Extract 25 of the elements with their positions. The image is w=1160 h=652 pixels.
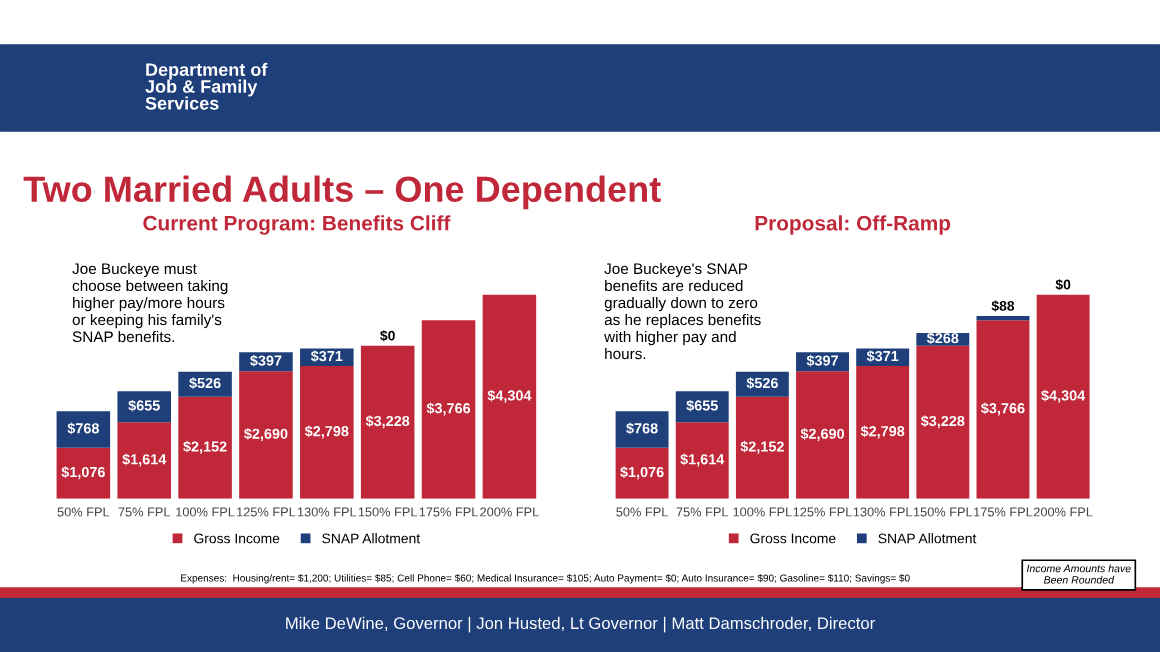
- bar: [178, 396, 232, 499]
- bar: [856, 366, 910, 499]
- bar: [117, 422, 171, 499]
- text: Two Married Adults – One Dependent: [23, 175, 661, 210]
- bar: [976, 320, 1030, 499]
- bar: [735, 396, 789, 499]
- bar: [300, 366, 354, 499]
- bar: [675, 422, 729, 499]
- bar: [56, 411, 111, 448]
- text: Mike DeWine, Governor | Jon Husted, Lt Governor | Matt Damschroder, Director: [286, 616, 875, 633]
- bar: [796, 371, 849, 499]
- bar: [1036, 294, 1090, 499]
- bar: [615, 447, 669, 499]
- chart-title: Current Program: Benefits Cliff: [143, 215, 451, 235]
- bar: [360, 345, 415, 499]
- bar: [916, 345, 970, 499]
- bar: [615, 411, 669, 448]
- bar: [56, 447, 111, 499]
- bar: [239, 371, 293, 499]
- bar: [976, 315, 1030, 321]
- text: Department of Job & Family Services: [145, 62, 268, 110]
- bar: [482, 294, 537, 499]
- bar: [117, 391, 171, 423]
- chart-title: Proposal: Off-Ramp: [755, 215, 951, 235]
- bar: [421, 320, 476, 499]
